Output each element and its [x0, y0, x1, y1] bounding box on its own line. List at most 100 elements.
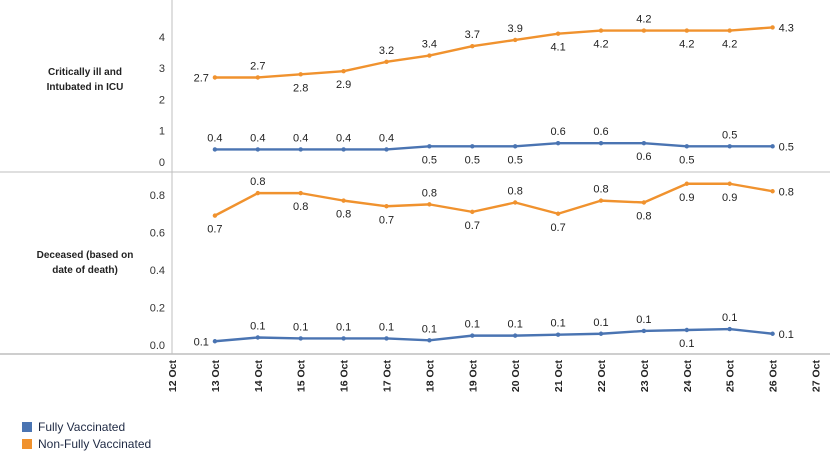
data-label-vaccinated: 0.1 [422, 323, 437, 335]
data-label-non-vaccinated: 0.9 [679, 192, 694, 204]
data-label-non-vaccinated: 3.9 [508, 23, 523, 35]
data-label-non-vaccinated: 0.7 [550, 222, 565, 234]
data-label-non-vaccinated: 0.9 [722, 192, 737, 204]
data-point-vaccinated [684, 144, 689, 149]
data-label-non-vaccinated: 0.7 [465, 220, 480, 232]
data-label-non-vaccinated: 0.7 [379, 214, 394, 226]
data-label-vaccinated: 0.1 [465, 319, 480, 331]
data-label-vaccinated: 0.1 [379, 321, 394, 333]
data-point-vaccinated [641, 141, 647, 146]
data-point-vaccinated [727, 326, 732, 332]
data-point-vaccinated [470, 144, 475, 149]
y-tick-label: 2 [159, 94, 165, 106]
data-point-non-vaccinated [384, 59, 389, 65]
y-tick-label: 0 [159, 157, 165, 169]
legend-label-vaccinated: Fully Vaccinated [38, 420, 126, 434]
data-label-vaccinated: 0.6 [636, 151, 651, 163]
deceased-label-line2: date of death) [52, 265, 118, 276]
data-label-vaccinated: 0.1 [722, 312, 737, 324]
data-point-vaccinated [770, 331, 775, 336]
data-label-non-vaccinated: 0.8 [636, 211, 651, 223]
data-label-non-vaccinated: 3.2 [379, 45, 394, 57]
data-point-non-vaccinated [341, 69, 346, 74]
x-tick-label: 15 Oct [296, 360, 308, 393]
data-point-non-vaccinated [513, 37, 518, 43]
data-point-vaccinated [427, 338, 432, 343]
data-label-vaccinated: 0.5 [722, 129, 737, 141]
data-label-non-vaccinated: 2.8 [293, 82, 308, 94]
data-label-non-vaccinated: 0.8 [593, 184, 608, 196]
data-point-vaccinated [384, 336, 389, 341]
data-point-vaccinated [470, 333, 475, 338]
data-label-non-vaccinated: 4.2 [722, 39, 737, 51]
data-point-non-vaccinated [470, 43, 475, 49]
data-point-non-vaccinated [298, 190, 303, 196]
data-point-vaccinated [341, 336, 346, 341]
data-label-non-vaccinated: 0.8 [336, 209, 351, 221]
data-point-vaccinated [255, 147, 260, 152]
x-tick-label: 25 Oct [725, 360, 737, 393]
data-point-non-vaccinated [341, 198, 346, 203]
data-point-vaccinated [598, 141, 604, 146]
series-line-vaccinated [214, 327, 773, 343]
data-label-non-vaccinated: 2.9 [336, 79, 351, 91]
data-point-non-vaccinated [684, 181, 689, 186]
y-tick-label: 0.2 [150, 303, 165, 315]
data-point-vaccinated [727, 144, 732, 149]
data-point-vaccinated [298, 336, 303, 341]
y-tick-label: 0.6 [150, 228, 165, 240]
data-point-vaccinated [770, 144, 775, 149]
deceased-panel-label: Deceased (based on date of death) [20, 248, 150, 278]
x-tick-label: 27 Oct [811, 360, 823, 393]
data-label-vaccinated: 0.4 [207, 132, 222, 144]
series-line-non-vaccinated [214, 26, 773, 79]
data-point-non-vaccinated [727, 28, 732, 33]
data-label-non-vaccinated: 2.7 [194, 72, 209, 84]
data-point-non-vaccinated [255, 75, 260, 80]
data-label-non-vaccinated: 4.2 [636, 14, 651, 26]
data-point-non-vaccinated [384, 204, 389, 209]
data-point-non-vaccinated [770, 25, 775, 30]
series-line-vaccinated [214, 142, 773, 151]
x-tick-label: 14 Oct [253, 360, 265, 393]
data-point-vaccinated [341, 147, 346, 152]
x-tick-label: 13 Oct [210, 360, 222, 393]
data-point-non-vaccinated [513, 200, 518, 205]
data-label-vaccinated: 0.5 [779, 141, 794, 153]
y-tick-label: 0.8 [150, 190, 165, 202]
data-label-vaccinated: 0.5 [422, 154, 437, 166]
data-label-non-vaccinated: 0.8 [779, 186, 794, 198]
data-point-non-vaccinated [555, 31, 561, 36]
data-label-non-vaccinated: 3.4 [422, 39, 437, 51]
data-point-non-vaccinated [427, 53, 432, 58]
x-tick-label: 12 Oct [167, 360, 179, 393]
legend-fully-vaccinated: Fully Vaccinated [22, 420, 125, 434]
data-label-non-vaccinated: 2.7 [250, 60, 265, 72]
y-tick-label: 3 [159, 63, 165, 75]
data-point-vaccinated [513, 144, 518, 149]
x-tick-label: 16 Oct [339, 360, 351, 393]
data-point-vaccinated [255, 335, 260, 340]
data-point-non-vaccinated [212, 213, 218, 218]
icu-label-line2: Intubated in ICU [46, 82, 124, 93]
data-label-non-vaccinated: 3.7 [465, 29, 480, 41]
data-point-vaccinated [513, 333, 518, 338]
legend-label-non-vaccinated: Non-Fully Vaccinated [38, 437, 152, 451]
y-tick-label: 4 [159, 32, 165, 44]
data-label-vaccinated: 0.1 [508, 319, 523, 331]
data-point-vaccinated [641, 328, 647, 334]
legend-non-fully-vaccinated: Non-Fully Vaccinated [22, 437, 151, 451]
data-label-non-vaccinated: 4.3 [779, 22, 794, 34]
data-label-vaccinated: 0.1 [293, 321, 308, 333]
data-label-vaccinated: 0.5 [465, 154, 480, 166]
data-point-non-vaccinated [427, 202, 432, 207]
data-point-non-vaccinated [727, 181, 732, 186]
data-point-non-vaccinated [555, 211, 561, 216]
data-point-vaccinated [598, 331, 604, 336]
data-label-non-vaccinated: 0.7 [207, 224, 222, 236]
data-point-non-vaccinated [298, 72, 303, 77]
data-point-vaccinated [684, 327, 689, 333]
x-tick-label: 18 Oct [424, 360, 436, 393]
data-label-vaccinated: 0.1 [336, 321, 351, 333]
